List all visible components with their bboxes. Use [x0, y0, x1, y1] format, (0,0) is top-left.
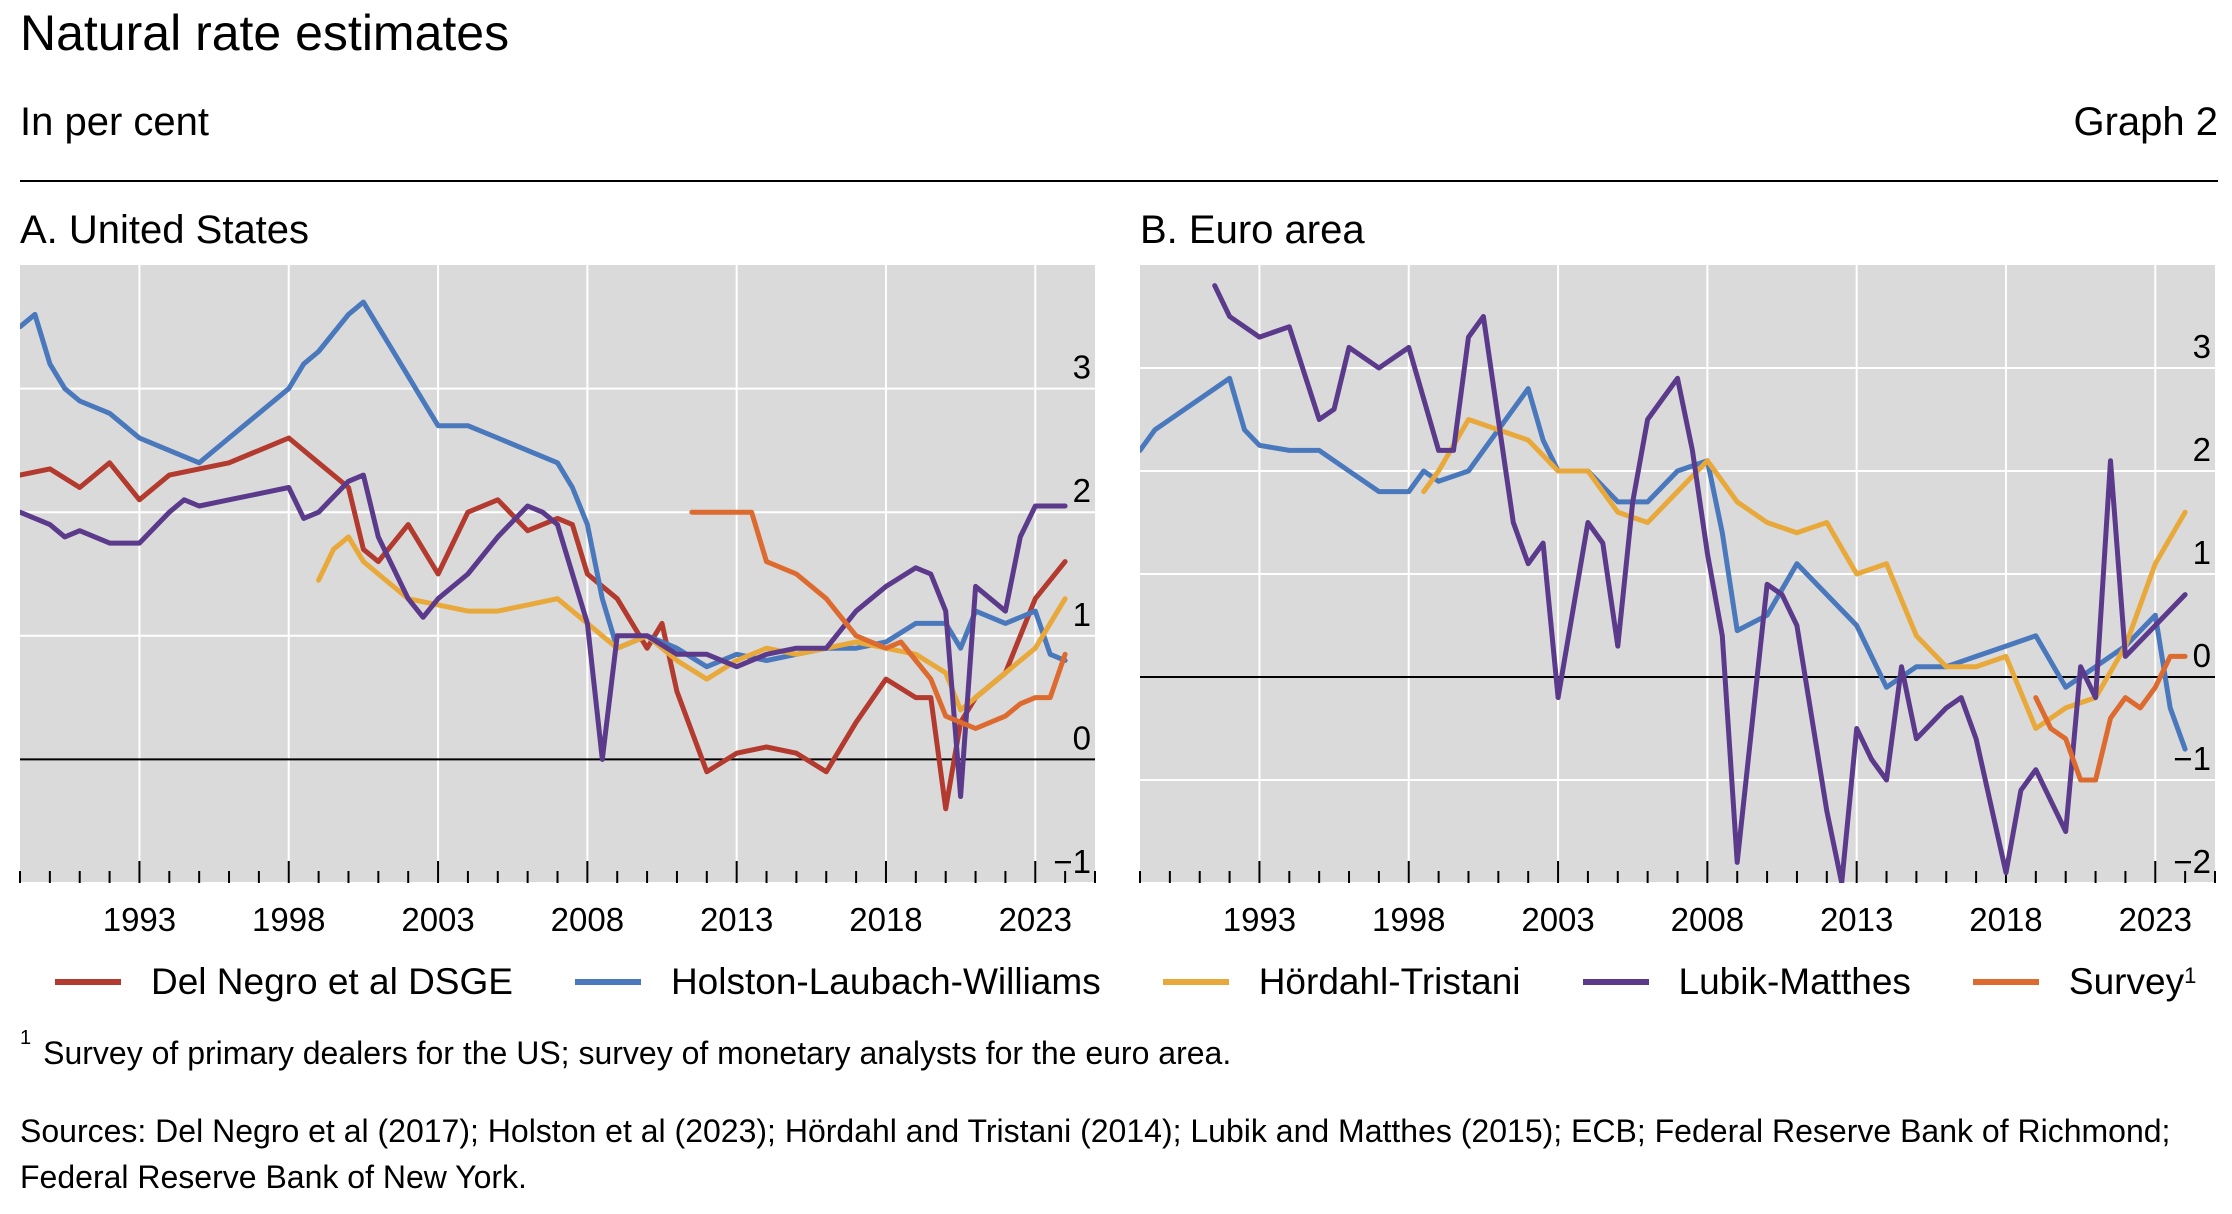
- graph-number: Graph 2: [2073, 100, 2218, 144]
- legend: Del Negro et al DSGE Holston-Laubach-Wil…: [55, 960, 2215, 1004]
- x-tick-label: 2018: [849, 901, 922, 938]
- x-tick-label: 2008: [551, 901, 624, 938]
- y-tick-label: 0: [2193, 637, 2211, 674]
- page-subtitle: In per cent: [20, 100, 210, 144]
- legend-swatch: [55, 979, 121, 985]
- plot-area: [20, 265, 1095, 883]
- x-tick-label: 2013: [1820, 901, 1893, 938]
- legend-item-survey: Survey 1: [1972, 961, 2197, 1003]
- y-tick-label: 2: [1073, 472, 1091, 509]
- chart-united-states: 1993 1998 2003 2008 2013 2018 2023 −1 0 1 2 3: [19, 265, 1096, 938]
- footnote-text: Survey of primary dealers for the US; su…: [43, 1035, 1232, 1071]
- panel-a-title: A. United States: [20, 208, 310, 252]
- legend-item-hordahl-tristani: Hördahl-Tristani: [1162, 961, 1521, 1003]
- legend-item-del-negro: Del Negro et al DSGE: [55, 961, 513, 1003]
- x-tick-label: 1993: [103, 901, 176, 938]
- chart-euro-area: 1993 1998 2003 2008 2013 2018 2023 −2 −1 0 1 2 3: [1139, 265, 2216, 938]
- x-tick-label: 2023: [999, 901, 1072, 938]
- legend-label: Del Negro et al DSGE: [151, 961, 513, 1002]
- series-line-holston-laubach-williams: [1140, 375, 2188, 752]
- x-tick-label: 1993: [1223, 901, 1296, 938]
- y-tick-label: 2: [2193, 431, 2211, 468]
- legend-item-hlw: Holston-Laubach-Williams: [574, 961, 1101, 1003]
- x-tick-label: 2008: [1671, 901, 1744, 938]
- x-tick-label: 2003: [401, 901, 474, 938]
- x-tick-label: 1998: [252, 901, 325, 938]
- legend-swatch: [574, 979, 641, 985]
- series-line-del-negro-et-al-dsge: [20, 435, 1068, 812]
- x-tick-label: 2018: [1969, 901, 2042, 938]
- y-tick-label: −2: [2173, 843, 2211, 880]
- y-tick-label: 1: [2193, 534, 2211, 571]
- legend-footnote-marker: 1: [2184, 963, 2197, 988]
- footnote-marker: 1: [20, 1027, 32, 1050]
- panel-b-title: B. Euro area: [1140, 208, 1365, 252]
- y-tick-label: 1: [1073, 596, 1091, 633]
- legend-label: Holston-Laubach-Williams: [670, 961, 1101, 1002]
- series-line-hordahl-tristani: [1421, 417, 2188, 731]
- legend-label: Hördahl-Tristani: [1258, 961, 1521, 1002]
- legend-label: Survey: [2068, 961, 2185, 1002]
- x-tick-label: 2023: [2119, 901, 2192, 938]
- footnote: 1 Survey of primary dealers for the US; s…: [20, 1027, 1232, 1072]
- x-tick-label: 1998: [1372, 901, 1445, 938]
- legend-label: Lubik-Matthes: [1678, 961, 1911, 1002]
- series-line-lubik-matthes: [20, 472, 1068, 799]
- x-tick-label: 2003: [1521, 901, 1594, 938]
- y-tick-label: 3: [2193, 328, 2211, 365]
- page-title: Natural rate estimates: [20, 5, 510, 61]
- x-tick-label: 2013: [700, 901, 773, 938]
- legend-swatch: [1972, 979, 2039, 985]
- legend-item-lubik-matthes: Lubik-Matthes: [1582, 961, 1911, 1003]
- legend-swatch: [1582, 979, 1649, 985]
- y-tick-label: 3: [1073, 349, 1091, 386]
- series-line-holston-laubach-williams: [20, 299, 1068, 670]
- header-rule: [20, 180, 2218, 182]
- series-line-lubik-matthes: [1212, 283, 2188, 883]
- y-tick-label: 0: [1073, 719, 1091, 756]
- y-tick-label: −1: [2173, 740, 2211, 777]
- sources-note: Sources: Del Negro et al (2017); Holston…: [20, 1113, 2171, 1195]
- y-tick-label: −1: [1053, 843, 1091, 880]
- series-line-survey: [2033, 653, 2188, 783]
- series-line-survey: [689, 509, 1068, 731]
- legend-swatch: [1162, 979, 1229, 985]
